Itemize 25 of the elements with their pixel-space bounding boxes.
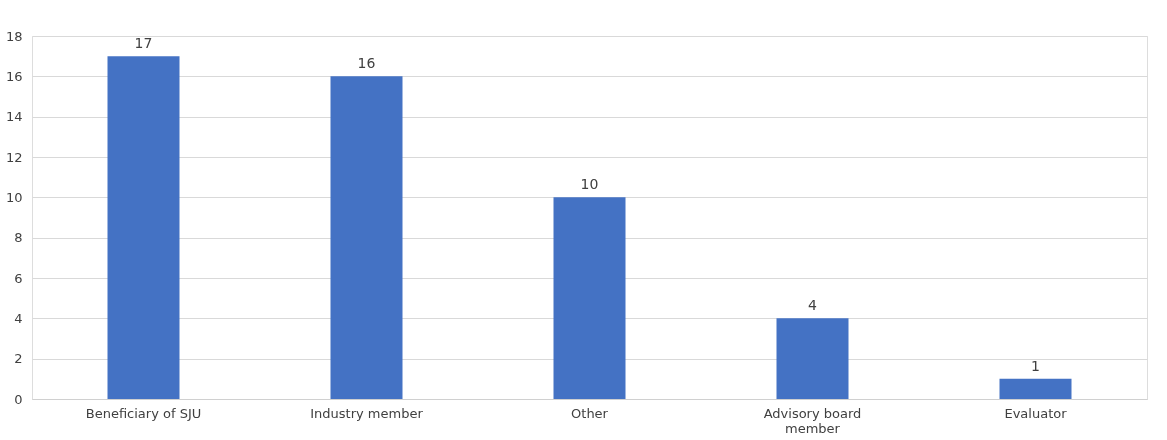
bar xyxy=(330,76,403,399)
y-tick-label: 4 xyxy=(14,310,23,326)
x-tick-label: Evaluator xyxy=(1004,405,1068,421)
x-tick-label: Industry member xyxy=(310,405,424,421)
data-label: 10 xyxy=(580,176,599,193)
bar xyxy=(776,318,849,399)
x-tick-label: Beneficiary of SJU xyxy=(85,405,202,421)
data-label: 4 xyxy=(808,297,818,314)
y-tick-label: 6 xyxy=(14,270,23,286)
bar xyxy=(553,197,626,399)
bar xyxy=(107,56,180,399)
y-tick-label: 10 xyxy=(5,189,23,205)
bar xyxy=(999,378,1072,399)
y-tick-label: 14 xyxy=(5,109,23,125)
y-tick-label: 16 xyxy=(5,68,23,84)
y-tick-label: 18 xyxy=(5,28,23,44)
y-tick-label: 12 xyxy=(5,149,23,165)
y-tick-label: 0 xyxy=(14,391,23,407)
data-label: 1 xyxy=(1031,357,1040,374)
y-tick-label: 2 xyxy=(14,351,23,367)
x-tick-label: Advisory board member xyxy=(763,405,862,436)
x-tick-label: Other xyxy=(571,405,609,421)
y-tick-label: 8 xyxy=(14,230,23,246)
data-label: 16 xyxy=(357,55,376,72)
data-label: 17 xyxy=(134,35,153,52)
